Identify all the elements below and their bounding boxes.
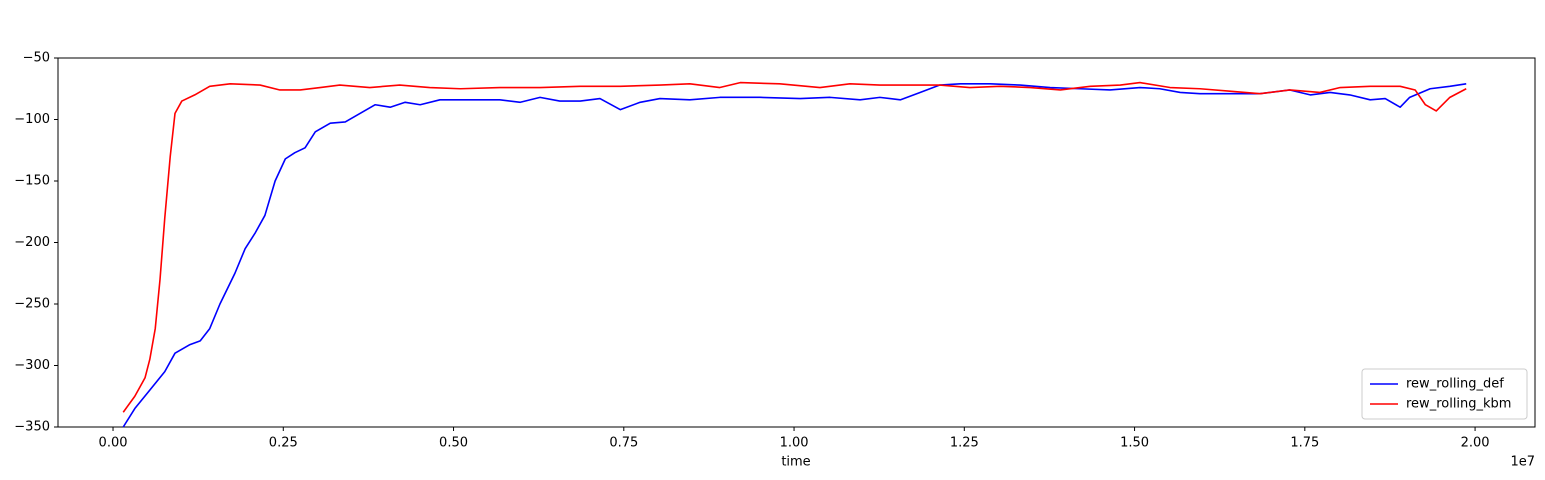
x-tick-label: 0.50 <box>439 436 468 451</box>
legend-label: rew_rolling_kbm <box>1406 397 1511 412</box>
line-series <box>122 81 1467 413</box>
legend-box <box>1361 368 1528 420</box>
x-tick-label: 2.00 <box>1461 436 1490 451</box>
plot-frame <box>57 57 1536 428</box>
x-offset-label: 1e7 <box>1510 455 1535 470</box>
y-tick-label: −50 <box>23 51 50 66</box>
y-tick-label: −350 <box>14 420 50 435</box>
y-tick-label: −150 <box>14 174 50 189</box>
y-tick-label: −100 <box>14 112 50 127</box>
line-series <box>122 83 1467 428</box>
x-tick-label: 1.50 <box>1120 436 1149 451</box>
x-tick-label: 1.25 <box>950 436 979 451</box>
y-tick-label: −200 <box>14 235 50 250</box>
x-tick-label: 1.75 <box>1290 436 1319 451</box>
y-tick-label: −300 <box>14 358 50 373</box>
x-tick-label: 0.75 <box>609 436 638 451</box>
y-tick-label: −250 <box>14 297 50 312</box>
x-tick-label: 0.25 <box>269 436 298 451</box>
x-axis-label: time <box>781 455 810 470</box>
x-tick-label: 1.00 <box>780 436 809 451</box>
x-tick-label: 0.00 <box>99 436 128 451</box>
legend-label: rew_rolling_def <box>1406 377 1504 392</box>
